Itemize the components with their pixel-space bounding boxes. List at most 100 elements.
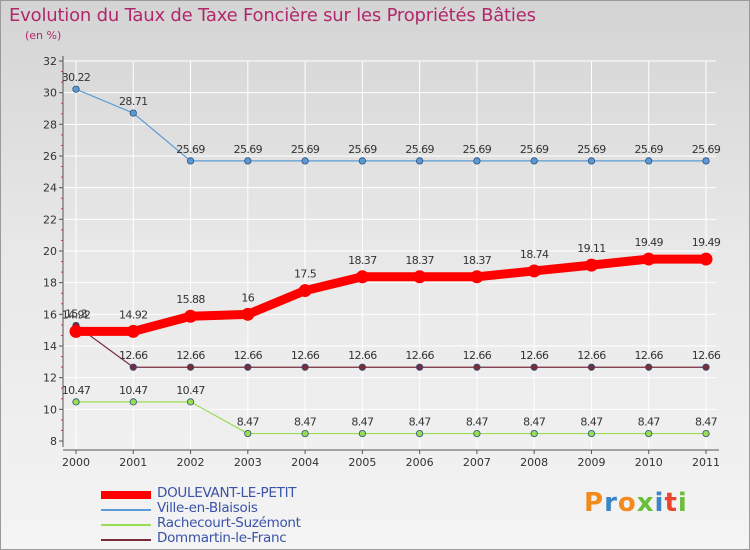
data-point bbox=[241, 307, 255, 321]
data-point bbox=[244, 157, 252, 165]
logo-letter: i bbox=[677, 488, 688, 518]
data-point bbox=[126, 324, 140, 338]
y-axis-unit-label: (en %) bbox=[25, 29, 62, 42]
data-point bbox=[69, 324, 83, 338]
x-tick-label: 2001 bbox=[119, 456, 147, 469]
data-point bbox=[587, 363, 596, 371]
y-tick-label: 28 bbox=[43, 118, 57, 131]
x-tick-label: 2005 bbox=[348, 456, 376, 469]
data-labels-layer: 14.92 14.92 15.88 16 17.5 18.37 18.37 18.37 18.7… bbox=[62, 71, 722, 429]
data-point bbox=[184, 309, 198, 323]
logo-letter: P bbox=[584, 488, 605, 518]
data-label: 8.47 bbox=[580, 416, 603, 429]
legend-label: Dommartin-le-Franc bbox=[157, 530, 287, 546]
data-point bbox=[416, 363, 424, 371]
data-label: 19.11 bbox=[577, 242, 606, 255]
data-label: 25.69 bbox=[405, 143, 434, 156]
data-point bbox=[702, 429, 710, 438]
y-tick-label: 10 bbox=[43, 403, 57, 416]
data-point bbox=[645, 363, 653, 371]
data-label: 12.66 bbox=[692, 349, 721, 362]
legend-swatch bbox=[101, 491, 151, 499]
data-label: 25.69 bbox=[291, 143, 320, 156]
data-point bbox=[702, 157, 710, 165]
proxiti-logo: Proxiti bbox=[584, 488, 688, 518]
data-label: 12.66 bbox=[119, 349, 148, 362]
data-point bbox=[473, 429, 481, 438]
y-tick-label: 14 bbox=[43, 340, 57, 353]
data-point bbox=[244, 429, 252, 438]
x-tick-label: 2010 bbox=[635, 456, 663, 469]
data-point bbox=[527, 264, 541, 278]
data-point bbox=[358, 363, 366, 371]
data-point bbox=[530, 363, 538, 371]
y-tick-label: 12 bbox=[43, 372, 57, 385]
axes-layer: 8 10 12 14 16 18 20 22 24 26 28 30 32 2000 2001 2002 200… bbox=[43, 55, 720, 469]
series-line-ville-en-blaisois bbox=[75, 88, 707, 162]
data-label: 12.66 bbox=[405, 349, 434, 362]
data-point bbox=[642, 252, 656, 266]
data-label: 8.47 bbox=[638, 416, 661, 429]
x-tick-label: 2006 bbox=[406, 456, 434, 469]
data-label: 25.69 bbox=[520, 143, 549, 156]
data-point bbox=[584, 258, 598, 272]
data-label: 25.69 bbox=[463, 143, 492, 156]
legend-label: Ville-en-Blaisois bbox=[157, 500, 258, 516]
data-label: 14.92 bbox=[119, 308, 148, 321]
grid-layer bbox=[63, 60, 716, 450]
data-point bbox=[473, 363, 481, 371]
data-point bbox=[129, 363, 137, 371]
x-tick-label: 2008 bbox=[520, 456, 548, 469]
data-point bbox=[358, 429, 366, 438]
series-line-rachecourt-suzemont bbox=[75, 401, 707, 435]
data-label: 14.92 bbox=[62, 308, 91, 321]
data-point bbox=[587, 429, 596, 438]
data-point bbox=[186, 398, 195, 406]
y-tick-label: 18 bbox=[43, 277, 57, 290]
data-label: 25.69 bbox=[348, 143, 377, 156]
data-point bbox=[301, 429, 309, 438]
data-point bbox=[186, 157, 195, 165]
data-label: 10.47 bbox=[119, 384, 148, 397]
data-point bbox=[530, 157, 538, 165]
data-point bbox=[530, 429, 538, 438]
data-point bbox=[473, 157, 481, 165]
y-tick-label: 32 bbox=[43, 55, 57, 68]
data-point bbox=[72, 85, 80, 93]
data-point bbox=[301, 157, 309, 165]
data-label: 18.37 bbox=[348, 254, 377, 267]
x-tick-label: 2002 bbox=[177, 456, 205, 469]
data-point bbox=[129, 109, 137, 117]
data-point bbox=[699, 252, 713, 266]
data-point bbox=[355, 270, 369, 284]
data-point bbox=[413, 270, 427, 284]
legend-swatch bbox=[101, 509, 151, 511]
data-point bbox=[244, 363, 252, 371]
data-label: 12.66 bbox=[634, 349, 663, 362]
data-point bbox=[298, 284, 312, 298]
data-label: 10.47 bbox=[176, 384, 205, 397]
data-label: 12.66 bbox=[463, 349, 492, 362]
data-label: 8.47 bbox=[523, 416, 546, 429]
data-label: 18.74 bbox=[520, 248, 549, 261]
data-label: 30.22 bbox=[62, 71, 91, 84]
data-label: 25.69 bbox=[692, 143, 721, 156]
data-point bbox=[587, 157, 596, 165]
x-tick-label: 2003 bbox=[234, 456, 262, 469]
data-point bbox=[645, 157, 653, 165]
data-label: 25.69 bbox=[634, 143, 663, 156]
logo-letter: r bbox=[604, 488, 618, 518]
logo-letter: o bbox=[617, 488, 637, 518]
data-label: 15.88 bbox=[176, 293, 205, 306]
data-label: 8.47 bbox=[466, 416, 489, 429]
data-label: 18.37 bbox=[463, 254, 492, 267]
data-point bbox=[186, 363, 195, 371]
data-label: 12.66 bbox=[348, 349, 377, 362]
data-label: 25.69 bbox=[234, 143, 263, 156]
data-point bbox=[645, 429, 653, 438]
data-label: 12.66 bbox=[520, 349, 549, 362]
data-point bbox=[358, 157, 366, 165]
data-label: 10.47 bbox=[62, 384, 91, 397]
logo-letter: t bbox=[664, 488, 678, 518]
